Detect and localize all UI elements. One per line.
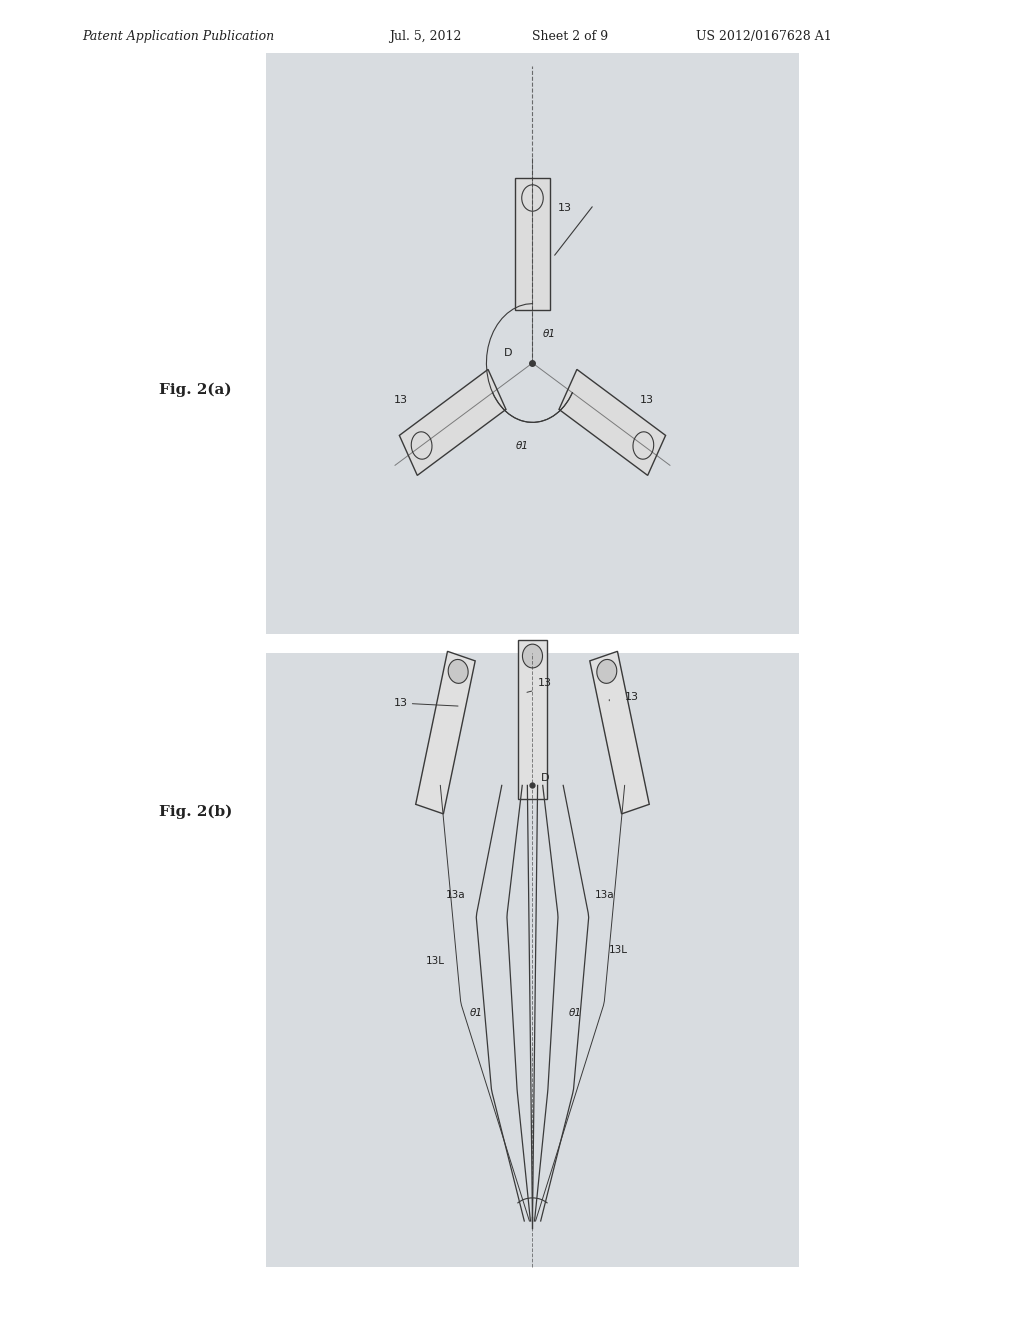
Text: 13L: 13L <box>426 956 444 966</box>
Text: Jul. 5, 2012: Jul. 5, 2012 <box>389 30 462 44</box>
Text: D: D <box>541 774 549 784</box>
Text: 13a: 13a <box>594 890 614 900</box>
Text: Patent Application Publication: Patent Application Publication <box>82 30 274 44</box>
Text: θ1: θ1 <box>543 329 556 339</box>
Polygon shape <box>515 178 551 310</box>
Ellipse shape <box>522 644 543 668</box>
Text: D: D <box>504 348 512 359</box>
Polygon shape <box>399 370 506 475</box>
Polygon shape <box>590 651 649 814</box>
FancyBboxPatch shape <box>266 653 799 1267</box>
Text: 13: 13 <box>394 698 409 709</box>
Text: 13L: 13L <box>609 945 629 956</box>
Text: 13a: 13a <box>445 890 466 900</box>
Text: 13: 13 <box>394 395 409 405</box>
Text: US 2012/0167628 A1: US 2012/0167628 A1 <box>696 30 833 44</box>
Text: θ1: θ1 <box>470 1008 482 1019</box>
Text: Sheet 2 of 9: Sheet 2 of 9 <box>532 30 608 44</box>
Text: Fig. 2(a): Fig. 2(a) <box>159 383 231 396</box>
Polygon shape <box>518 640 547 799</box>
Text: 13: 13 <box>558 203 572 214</box>
Text: θ1: θ1 <box>516 441 528 451</box>
Text: θ1: θ1 <box>569 1008 582 1019</box>
Text: 13: 13 <box>538 678 552 689</box>
Polygon shape <box>416 651 475 814</box>
Text: Fig. 2(b): Fig. 2(b) <box>159 805 232 818</box>
Text: 13: 13 <box>625 692 639 702</box>
Ellipse shape <box>597 660 616 684</box>
Ellipse shape <box>449 660 468 684</box>
Text: 13: 13 <box>640 395 654 405</box>
FancyBboxPatch shape <box>266 53 799 634</box>
Polygon shape <box>559 370 666 475</box>
